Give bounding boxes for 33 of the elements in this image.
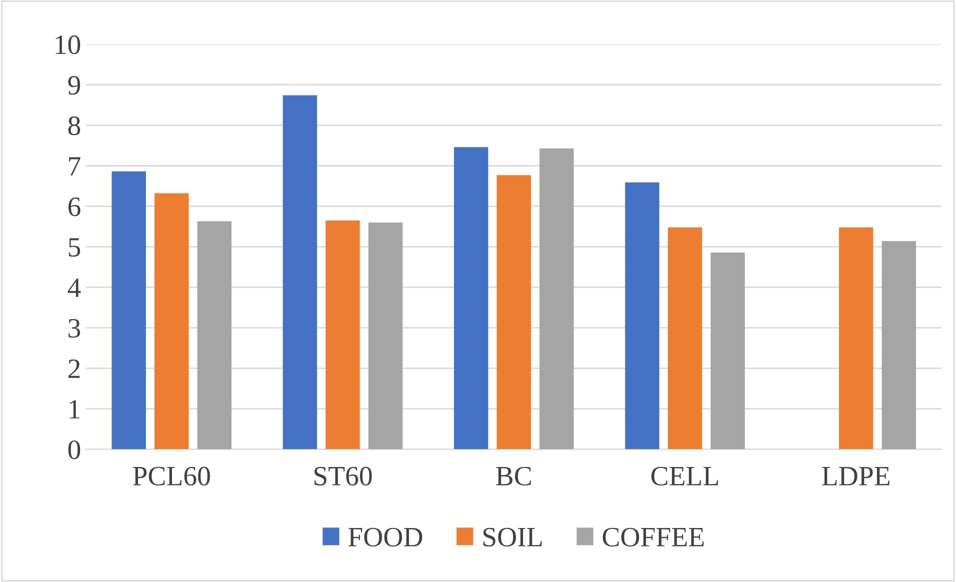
bar <box>454 147 488 450</box>
x-tick-label: LDPE <box>822 467 890 486</box>
bar <box>496 175 531 450</box>
bar <box>838 227 874 450</box>
y-tick-label: 0 <box>68 440 80 460</box>
bar <box>710 252 745 450</box>
bar <box>540 148 574 450</box>
x-tick-label: ST60 <box>314 466 372 486</box>
y-tick-label: 10 <box>56 35 80 54</box>
x-tick-label: PCL60 <box>133 466 210 486</box>
bar <box>112 171 146 450</box>
y-tick-label: 8 <box>68 116 80 136</box>
y-tick-label: 7 <box>69 157 80 176</box>
bar <box>326 220 360 450</box>
bar <box>668 227 702 450</box>
legend-label: FOOD <box>348 528 422 547</box>
x-tick-label: BC <box>496 466 531 486</box>
y-tick-label: 3 <box>68 319 80 338</box>
y-tick-label: 4 <box>68 278 81 297</box>
y-tick-label: 1 <box>70 400 80 418</box>
y-tick-label: 6 <box>68 198 80 216</box>
x-tick-label: CELL <box>651 466 718 486</box>
bar <box>368 222 403 450</box>
bar <box>882 241 916 450</box>
y-tick-label: 2 <box>68 360 80 378</box>
y-tick-label: 9 <box>68 76 80 95</box>
legend-label: SOIL <box>483 528 542 547</box>
bar <box>154 193 189 450</box>
legend-label: COFFEE <box>602 528 704 547</box>
bar <box>282 95 318 450</box>
y-tick-label: 5 <box>68 238 80 257</box>
bar <box>625 182 660 450</box>
bar <box>197 221 232 450</box>
